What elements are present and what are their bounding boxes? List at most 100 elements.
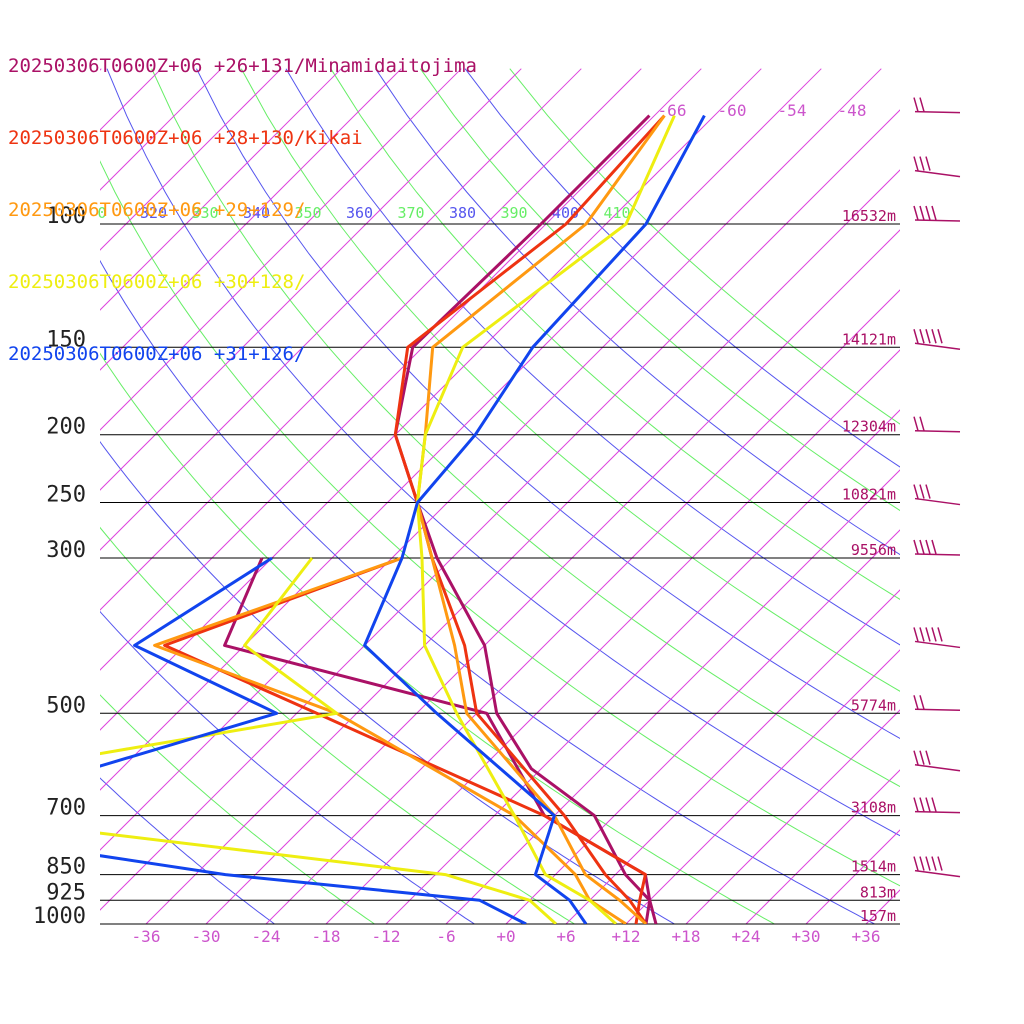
pressure-label: 250	[46, 483, 86, 508]
height-label: 5774m	[851, 696, 896, 714]
wind-barb-flag	[919, 856, 925, 871]
wind-barb-flag	[925, 539, 931, 555]
sounding-series	[100, 114, 706, 924]
pressure-label: 300	[46, 538, 86, 563]
height-label: 157m	[860, 907, 896, 925]
wind-barb-staff	[914, 342, 961, 351]
upper-temperature-label: -66	[658, 101, 687, 120]
theta-label: 330	[191, 204, 218, 222]
wind-barb-flag	[919, 797, 925, 812]
height-label: 12304m	[842, 418, 896, 436]
temperature-tick-label: +18	[672, 927, 701, 946]
isotherm	[385, 409, 900, 924]
wind-barb-flag	[931, 205, 937, 221]
wind-barb-staff	[914, 219, 961, 222]
wind-barb	[913, 329, 961, 351]
upper-temperature-labels: -66 -60 -54 -48	[658, 101, 867, 120]
wind-barb-flag	[919, 205, 925, 221]
height-label: 3108m	[851, 799, 896, 817]
wind-barb-flag	[913, 484, 919, 499]
wind-barb-staff	[914, 429, 961, 433]
dry-adiabat	[100, 352, 775, 924]
wind-barb-flag	[931, 539, 937, 555]
wind-barb-flag	[925, 750, 931, 765]
wind-barb-flag	[931, 627, 937, 642]
dewpoint-line	[223, 557, 652, 924]
wind-barb	[913, 97, 961, 114]
height-label: 16532m	[842, 207, 896, 225]
dewpoint-line	[100, 557, 558, 924]
wind-barb-staff	[914, 553, 961, 556]
legend: 20250306T0600Z+06 +26+131/Minamidaitojim…	[8, 6, 477, 390]
isotherm	[445, 469, 900, 924]
theta-label: 380	[449, 204, 476, 222]
wind-barb	[913, 750, 961, 772]
isotherm	[145, 169, 900, 924]
wind-barb-flag	[919, 695, 925, 710]
wind-barb-flag	[913, 329, 919, 344]
temperature-tick-label: +6	[556, 927, 575, 946]
isotherm	[100, 68, 762, 731]
isotherm	[100, 68, 642, 611]
isotherm	[100, 68, 582, 551]
pressure-label: 700	[46, 796, 86, 821]
isotherms	[100, 68, 1024, 924]
temperature-tick-label: +12	[612, 927, 641, 946]
wind-barb-flag	[913, 750, 919, 765]
wind-barb-flag	[919, 97, 925, 112]
upper-temperature-label: -60	[718, 101, 747, 120]
isotherm	[805, 829, 900, 924]
dry-adiabat	[151, 68, 900, 788]
wind-barb	[913, 205, 961, 222]
isotherm	[100, 68, 882, 851]
pressure-label: 500	[46, 693, 86, 718]
wind-barb-staff	[914, 708, 961, 712]
legend-entry: 20250306T0600Z+06 +29+129/	[8, 199, 306, 221]
wind-barb-flag	[913, 416, 919, 431]
theta-label: 390	[500, 204, 527, 222]
dry-adiabat	[196, 68, 900, 740]
temperature-line	[415, 114, 666, 924]
theta-label: 360	[346, 204, 373, 222]
wind-barb-flag	[919, 539, 925, 555]
wind-barb-flag	[931, 856, 937, 871]
wind-barb-flag	[913, 205, 919, 221]
dry-adiabat	[100, 259, 875, 924]
wind-barb-staff	[914, 110, 961, 114]
wind-barb-flag	[919, 750, 925, 765]
wind-barbs	[913, 97, 961, 878]
wind-barb-flag	[913, 156, 919, 171]
isotherm	[565, 589, 900, 924]
wind-barb-flag	[925, 797, 931, 812]
wind-barb-staff	[914, 763, 961, 772]
isotherm	[100, 68, 822, 791]
isotherm	[265, 289, 900, 924]
wind-barb-flag	[925, 156, 931, 171]
wind-barb-flag	[919, 627, 925, 642]
temperature-line	[415, 114, 676, 924]
isotherm	[205, 229, 900, 924]
wind-barb-flag	[919, 484, 925, 499]
wind-barb-flag	[913, 539, 919, 555]
wind-barb-flag	[925, 329, 931, 344]
pressure-label: 850	[46, 855, 86, 880]
pressure-label: 925	[46, 880, 86, 905]
dry-adiabat	[100, 694, 375, 924]
upper-temperature-label: -54	[778, 101, 807, 120]
wind-barb-flag	[937, 627, 943, 642]
upper-temperature-label: -48	[838, 101, 867, 120]
isotherm	[100, 68, 462, 431]
isotherm	[100, 68, 342, 311]
isotherm	[986, 69, 1024, 924]
legend-entry: 20250306T0600Z+06 +26+131/Minamidaitojim…	[8, 55, 477, 77]
isotherm	[100, 68, 702, 671]
pressure-label: 200	[46, 415, 86, 440]
temperature-tick-label: +36	[852, 927, 881, 946]
height-label: 813m	[860, 883, 896, 901]
isotherm	[100, 68, 402, 371]
dry-adiabat	[100, 440, 675, 924]
height-label: 10821m	[842, 486, 896, 504]
wind-barb	[913, 695, 961, 712]
isotherm	[100, 68, 282, 251]
